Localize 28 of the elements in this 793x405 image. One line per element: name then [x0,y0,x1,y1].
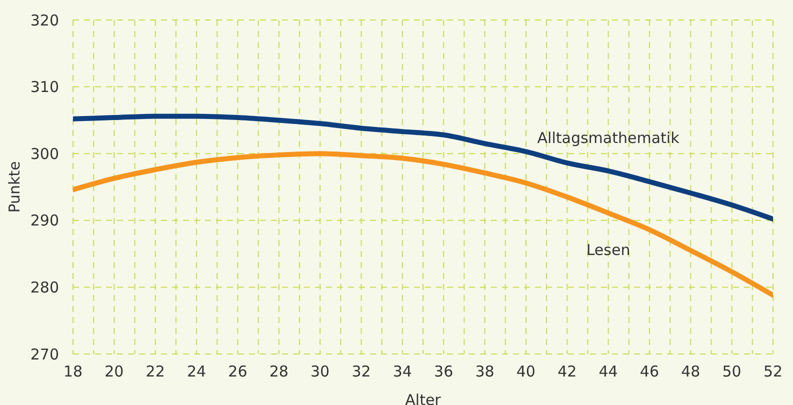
x-tick-label: 52 [763,362,783,381]
x-tick-label: 46 [640,362,660,381]
x-tick-label: 34 [392,362,412,381]
x-tick-label: 20 [104,362,124,381]
x-tick-label: 48 [681,362,700,381]
y-axis-title: Punkte [5,161,24,213]
x-tick-label: 42 [558,362,577,381]
x-tick-label: 18 [63,362,83,381]
y-tick-label: 280 [30,278,59,297]
y-tick-label: 270 [30,345,59,364]
x-tick-label: 26 [228,362,248,381]
x-tick-label: 36 [434,362,454,381]
series-label: Lesen [586,241,630,260]
x-tick-label: 24 [186,362,206,381]
x-tick-label: 38 [475,362,494,381]
x-tick-label: 50 [722,362,742,381]
x-tick-label: 40 [516,362,536,381]
x-tick-label: 32 [352,362,371,381]
x-axis-title: Alter [405,391,442,405]
y-tick-label: 290 [30,212,59,230]
y-tick-label: 320 [30,11,59,30]
x-tick-label: 44 [598,362,618,381]
y-tick-label: 300 [30,144,59,163]
series-label: Alltagsmathematik [537,128,680,147]
y-tick-label: 310 [30,78,59,96]
x-tick-label: 22 [146,362,165,381]
x-tick-label: 30 [310,362,330,381]
x-tick-label: 28 [269,362,288,381]
